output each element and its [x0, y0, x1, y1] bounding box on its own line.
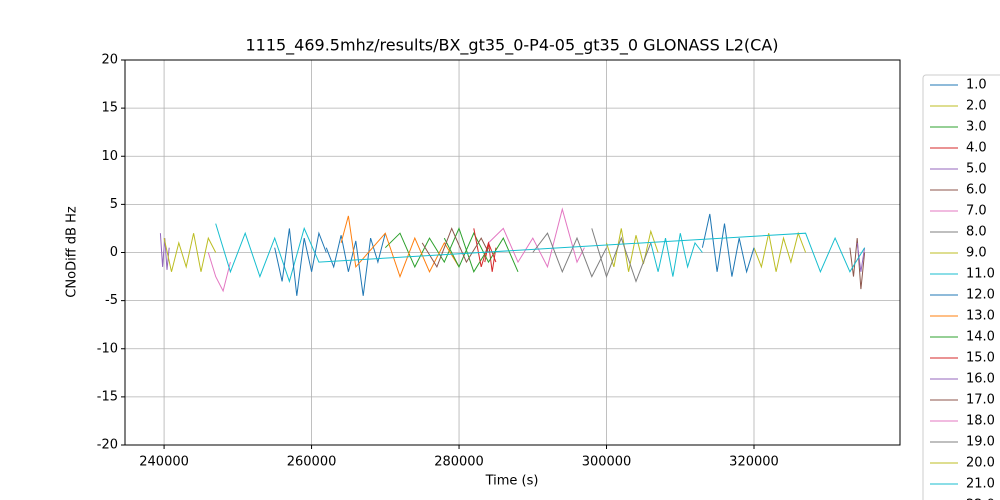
- legend-label: 17.0: [966, 393, 995, 408]
- legend-label: 1.0: [966, 78, 987, 93]
- x-tick-label: 240000: [139, 455, 189, 470]
- legend-label: 22.0: [966, 498, 995, 500]
- x-tick-label: 320000: [729, 455, 779, 470]
- y-tick-label: -5: [105, 293, 118, 308]
- series-line: [650, 233, 703, 277]
- legend-label: 15.0: [966, 351, 995, 366]
- series-line: [753, 231, 807, 272]
- series-line: [421, 227, 489, 269]
- y-tick-label: 15: [101, 101, 118, 116]
- legend-label: 20.0: [966, 456, 995, 471]
- legend-label: 7.0: [966, 204, 987, 219]
- series-line: [488, 207, 585, 269]
- series-line: [340, 215, 460, 279]
- legend-label: 13.0: [966, 309, 995, 324]
- y-tick-label: 5: [110, 197, 118, 212]
- series-line: [274, 228, 327, 296]
- legend-label: 21.0: [966, 477, 995, 492]
- y-tick-label: -15: [97, 389, 118, 404]
- y-axis-label: CNoDiff dB Hz: [65, 206, 80, 298]
- chart-title: 1115_469.5mhz/results/BX_gt35_0-P4-05_gt…: [245, 36, 778, 56]
- series-line: [159, 233, 170, 270]
- legend-label: 14.0: [966, 330, 995, 345]
- legend-label: 6.0: [966, 183, 987, 198]
- series-line: [606, 228, 659, 272]
- legend-label: 8.0: [966, 225, 987, 240]
- axes-frame: [124, 59, 901, 446]
- legend-label: 18.0: [966, 414, 995, 429]
- x-tick-label: 300000: [582, 455, 632, 470]
- x-tick-label: 260000: [287, 455, 337, 470]
- x-axis-label: Time (s): [485, 474, 539, 489]
- series-line: [701, 213, 755, 277]
- series-line: [443, 232, 519, 272]
- legend-label: 3.0: [966, 120, 987, 135]
- series-line: [856, 242, 866, 272]
- series-line: [473, 228, 497, 268]
- series-line: [591, 228, 652, 283]
- series-line: [532, 232, 607, 278]
- legend-label: 2.0: [966, 99, 987, 114]
- legend: 1.0 2.0 3.0 4.0 5.0 6.0 7.0 8.0 9.0 11.0 12.0 13.0 1…: [930, 78, 995, 500]
- legend-label: 12.0: [966, 288, 995, 303]
- legend-box: [922, 74, 1000, 500]
- legend-label: 11.0: [966, 267, 995, 282]
- y-tick-label: -20: [97, 438, 118, 453]
- legend-label: 9.0: [966, 246, 987, 261]
- legend-label: 5.0: [966, 162, 987, 177]
- series-line: [207, 252, 231, 293]
- y-tick-label: 20: [101, 53, 118, 68]
- legend-label: 16.0: [966, 372, 995, 387]
- series-line: [163, 233, 217, 272]
- series-line: [325, 233, 386, 296]
- series-line: [384, 227, 489, 273]
- y-tick-label: 10: [101, 149, 118, 164]
- legend-label: 19.0: [966, 435, 995, 450]
- y-tick-label: -10: [97, 341, 118, 356]
- legend-label: 4.0: [966, 141, 987, 156]
- y-tick-label: 0: [110, 245, 118, 260]
- series-line: [215, 223, 866, 284]
- x-tick-label: 280000: [434, 455, 484, 470]
